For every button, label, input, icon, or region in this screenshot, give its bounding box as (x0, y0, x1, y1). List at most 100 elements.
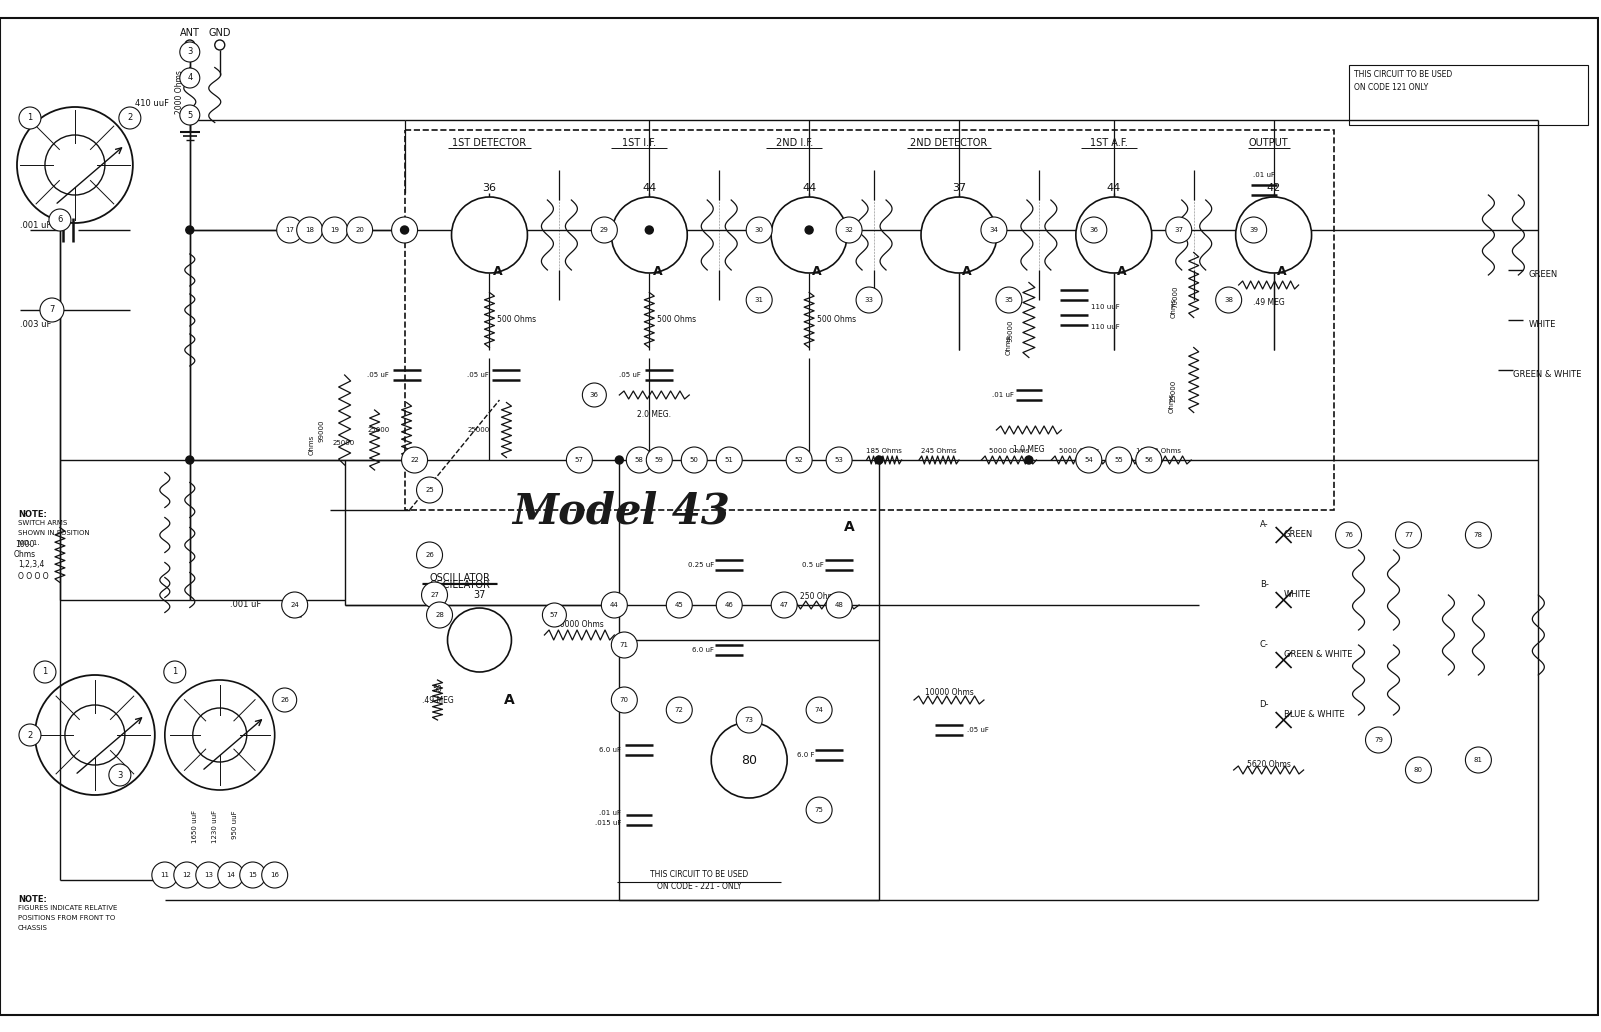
Text: NOTE:: NOTE: (18, 895, 46, 904)
Circle shape (392, 217, 418, 243)
Circle shape (1396, 522, 1422, 548)
Text: 110 uuF: 110 uuF (1090, 324, 1119, 330)
Text: 1000: 1000 (16, 540, 35, 549)
Circle shape (347, 217, 373, 243)
Text: 21: 21 (400, 227, 408, 233)
Circle shape (218, 862, 243, 888)
Circle shape (736, 707, 762, 733)
Circle shape (1081, 217, 1106, 243)
Circle shape (612, 687, 637, 713)
Circle shape (66, 705, 125, 765)
Text: 38: 38 (1225, 297, 1233, 303)
Text: 80: 80 (1414, 767, 1423, 773)
Text: 74: 74 (815, 707, 823, 713)
Text: ON CODE 121 ONLY: ON CODE 121 ONLY (1353, 83, 1428, 92)
Text: 1ST I.F.: 1ST I.F. (623, 138, 656, 148)
Circle shape (682, 447, 708, 473)
Circle shape (421, 582, 448, 608)
Text: 20: 20 (355, 227, 363, 233)
Circle shape (1366, 727, 1391, 753)
Text: 18: 18 (306, 227, 314, 233)
Text: 10000 Ohms: 10000 Ohms (556, 620, 604, 628)
Circle shape (807, 797, 833, 823)
Text: OUTPUT: OUTPUT (1249, 138, 1289, 148)
Text: 81: 81 (1475, 757, 1483, 763)
Text: 35: 35 (1004, 297, 1013, 303)
Circle shape (666, 697, 692, 723)
Circle shape (1076, 447, 1101, 473)
Text: .015 uF: .015 uF (596, 820, 621, 826)
Text: 51: 51 (725, 457, 733, 463)
Circle shape (1236, 197, 1311, 273)
Text: 30: 30 (754, 227, 764, 233)
Text: 6: 6 (58, 216, 62, 225)
Text: 25000: 25000 (333, 440, 354, 446)
Circle shape (40, 298, 64, 322)
Text: 1: 1 (173, 668, 178, 677)
Text: .003 uF: .003 uF (19, 320, 51, 329)
Text: 1ST DETECTOR: 1ST DETECTOR (453, 138, 527, 148)
Text: 13: 13 (205, 872, 213, 878)
Text: POSITIONS FROM FRONT TO: POSITIONS FROM FRONT TO (18, 915, 115, 921)
Text: 1.0 MEG: 1.0 MEG (1013, 445, 1045, 454)
Text: 44: 44 (802, 183, 817, 193)
Circle shape (34, 662, 56, 683)
Circle shape (602, 592, 628, 618)
Circle shape (448, 608, 511, 672)
Text: 11: 11 (160, 872, 170, 878)
Text: 16: 16 (271, 872, 279, 878)
Text: 5000 Ohms: 5000 Ohms (989, 448, 1029, 454)
Text: 15: 15 (248, 872, 258, 878)
Circle shape (19, 107, 42, 129)
Circle shape (322, 217, 347, 243)
Circle shape (179, 68, 200, 88)
Circle shape (118, 107, 141, 129)
Circle shape (772, 197, 847, 273)
Text: A-: A- (1260, 520, 1268, 529)
Circle shape (612, 632, 637, 658)
Text: 6.0 uF: 6.0 uF (692, 647, 714, 653)
Text: .001 uF: .001 uF (19, 221, 51, 229)
Text: A: A (962, 265, 972, 278)
Circle shape (179, 105, 200, 125)
Text: D-: D- (1258, 700, 1268, 709)
Circle shape (543, 603, 567, 627)
Text: OSCILLATOR: OSCILLATOR (429, 573, 490, 583)
Text: 45: 45 (676, 602, 684, 608)
Bar (405, 130, 1334, 510)
Text: 32: 32 (845, 227, 853, 233)
Text: 70: 70 (620, 697, 629, 703)
Text: A: A (1117, 265, 1127, 278)
Text: A: A (844, 520, 855, 534)
Text: 1ST A.F.: 1ST A.F. (1090, 138, 1127, 148)
Circle shape (857, 287, 882, 313)
Circle shape (50, 209, 70, 231)
Text: 2ND DETECTOR: 2ND DETECTOR (911, 138, 988, 148)
Text: 47: 47 (780, 602, 789, 608)
Circle shape (277, 217, 303, 243)
Circle shape (272, 688, 296, 712)
Circle shape (1335, 522, 1361, 548)
Text: SHOWN IN POSITION: SHOWN IN POSITION (18, 530, 90, 536)
Circle shape (1465, 747, 1492, 773)
Circle shape (807, 697, 833, 723)
Circle shape (35, 675, 155, 795)
Circle shape (152, 862, 178, 888)
Circle shape (645, 226, 653, 234)
Text: Ohms: Ohms (1169, 393, 1175, 413)
Bar (1348, 65, 1588, 125)
Circle shape (996, 287, 1021, 313)
Circle shape (192, 708, 247, 762)
Text: 500 Ohms: 500 Ohms (658, 316, 696, 324)
Text: 34: 34 (989, 227, 999, 233)
Text: 72: 72 (676, 707, 684, 713)
Text: 36: 36 (589, 392, 599, 398)
Text: 99000: 99000 (1009, 320, 1013, 343)
Text: 500 Ohms: 500 Ohms (498, 316, 536, 324)
Text: GREEN & WHITE: GREEN & WHITE (1284, 650, 1351, 659)
Text: 3: 3 (187, 47, 192, 57)
Text: 6.0 F: 6.0 F (797, 752, 815, 757)
Text: 2.0 MEG.: 2.0 MEG. (637, 410, 671, 419)
Text: 4: 4 (187, 73, 192, 83)
Text: 110 uuF: 110 uuF (1090, 304, 1119, 310)
